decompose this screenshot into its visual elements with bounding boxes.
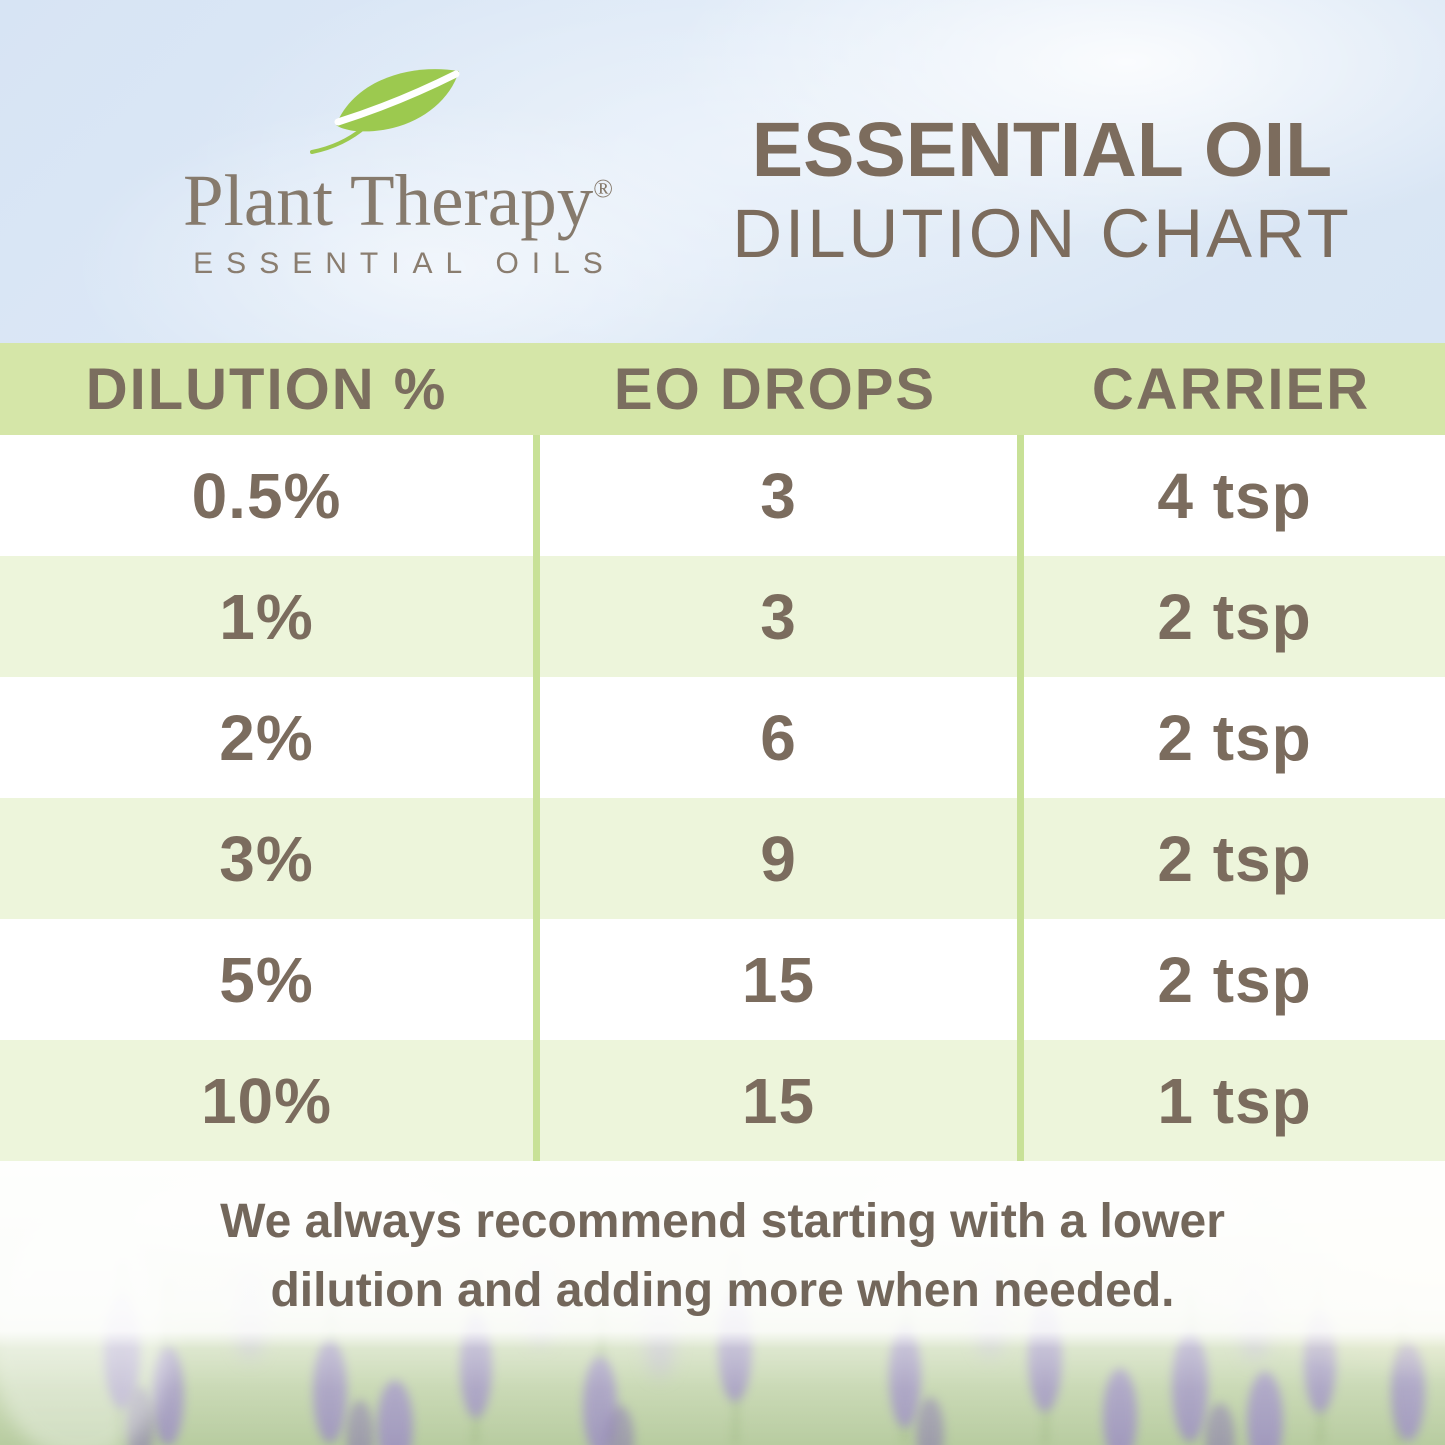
dilution-table: DILUTION % EO DROPS CARRIER 0.5% 3 4 tsp… (0, 343, 1445, 1161)
cell-eo-drops: 15 (540, 1040, 1017, 1161)
cell-carrier: 1 tsp (1024, 1040, 1445, 1161)
brand-name: Plant Therapy® (148, 164, 648, 237)
sky-background (0, 0, 1445, 343)
cell-dilution: 10% (0, 1040, 533, 1161)
table-row: 0.5% 3 4 tsp (0, 435, 1445, 556)
cell-carrier: 2 tsp (1024, 556, 1445, 677)
title-line-1: ESSENTIAL OIL (751, 107, 1333, 193)
note-line-1: We always recommend starting with a lowe… (220, 1195, 1225, 1248)
table-row: 10% 15 1 tsp (0, 1040, 1445, 1161)
table-header-row: DILUTION % EO DROPS CARRIER (0, 343, 1445, 435)
table-row: 3% 9 2 tsp (0, 798, 1445, 919)
footer-section: We always recommend starting with a lowe… (0, 1161, 1445, 1445)
cell-carrier: 2 tsp (1024, 677, 1445, 798)
brand-logo: Plant Therapy® ESSENTIAL OILS (148, 62, 648, 281)
cell-eo-drops: 15 (540, 919, 1017, 1040)
column-divider (1017, 435, 1024, 556)
column-divider (533, 556, 540, 677)
table-row: 5% 15 2 tsp (0, 919, 1445, 1040)
column-divider (533, 1040, 540, 1161)
registered-mark: ® (593, 174, 613, 203)
footer-note: We always recommend starting with a lowe… (0, 1187, 1445, 1325)
cell-eo-drops: 3 (540, 556, 1017, 677)
cell-carrier: 2 tsp (1024, 919, 1445, 1040)
chart-title: ESSENTIAL OIL DILUTION CHART (687, 107, 1397, 272)
table-body: 0.5% 3 4 tsp 1% 3 2 tsp 2% 6 2 tsp 3% (0, 435, 1445, 1161)
cell-dilution: 3% (0, 798, 533, 919)
note-line-2: dilution and adding more when needed. (270, 1264, 1175, 1318)
header-cell-carrier: CARRIER (1091, 356, 1371, 422)
brand-name-text: Plant Therapy (183, 160, 594, 241)
header-cell-eo-drops: EO DROPS (613, 356, 937, 422)
cell-eo-drops: 3 (540, 435, 1017, 556)
cell-dilution: 5% (0, 919, 533, 1040)
table-row: 1% 3 2 tsp (0, 556, 1445, 677)
column-divider (1017, 798, 1024, 919)
brand-tagline: ESSENTIAL OILS (193, 247, 616, 280)
footer-white-overlay (0, 1161, 1445, 1445)
leaf-icon (310, 69, 460, 154)
cell-carrier: 4 tsp (1024, 435, 1445, 556)
column-divider (1017, 1040, 1024, 1161)
table-row: 2% 6 2 tsp (0, 677, 1445, 798)
column-divider (1017, 677, 1024, 798)
column-divider (1017, 556, 1024, 677)
title-line-2: DILUTION CHART (732, 195, 1352, 272)
cell-dilution: 2% (0, 677, 533, 798)
column-divider (533, 798, 540, 919)
cell-carrier: 2 tsp (1024, 798, 1445, 919)
header-cell-dilution: DILUTION % (85, 356, 448, 422)
cell-dilution: 0.5% (0, 435, 533, 556)
column-divider (533, 435, 540, 556)
column-divider (533, 919, 540, 1040)
cell-eo-drops: 6 (540, 677, 1017, 798)
cell-dilution: 1% (0, 556, 533, 677)
column-divider (1017, 919, 1024, 1040)
column-divider (533, 677, 540, 798)
cell-eo-drops: 9 (540, 798, 1017, 919)
